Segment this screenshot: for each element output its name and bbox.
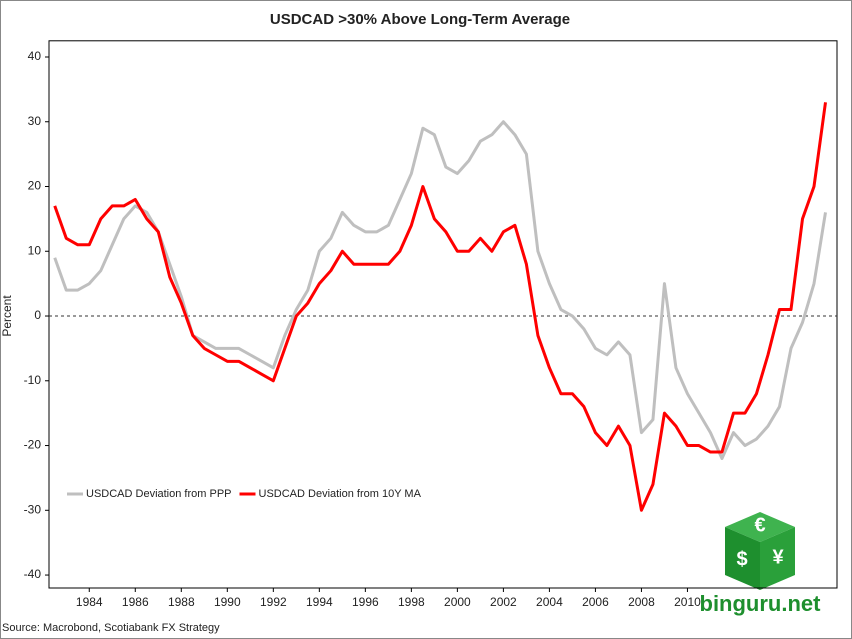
logo-symbol: $ — [736, 548, 747, 570]
x-tick-label: 2002 — [490, 595, 517, 609]
x-tick-label: 1998 — [398, 595, 425, 609]
y-tick-label: -20 — [24, 438, 42, 452]
y-tick-label: -30 — [24, 502, 42, 516]
logo-cube-right — [760, 527, 795, 590]
chart-title: USDCAD >30% Above Long-Term Average — [270, 11, 570, 28]
x-tick-label: 2008 — [628, 595, 655, 609]
logo-symbol: € — [754, 514, 765, 536]
x-tick-label: 1994 — [306, 595, 333, 609]
legend-label: USDCAD Deviation from 10Y MA — [259, 488, 422, 500]
logo-text: binguru.net — [700, 591, 822, 616]
x-tick-label: 1984 — [76, 595, 103, 609]
x-tick-label: 2004 — [536, 595, 563, 609]
source: Source: Macrobond, Scotiabank FX Strateg… — [2, 622, 220, 634]
legend-label: USDCAD Deviation from PPP — [86, 488, 232, 500]
x-tick-label: 1986 — [122, 595, 149, 609]
x-tick-label: 1988 — [168, 595, 195, 609]
logo: € $ ¥ binguru.net — [700, 512, 822, 616]
logo-symbol: ¥ — [772, 546, 784, 568]
x-tick-label: 1990 — [214, 595, 241, 609]
y-tick-label: 10 — [28, 243, 42, 257]
x-tick-label: 1992 — [260, 595, 287, 609]
x-tick-label: 1996 — [352, 595, 379, 609]
y-axis-label: Percent — [0, 295, 14, 337]
logo-cube-left — [725, 527, 760, 590]
y-tick-label: 40 — [28, 49, 42, 63]
y-tick-label: 30 — [28, 114, 42, 128]
y-tick-label: 20 — [28, 179, 42, 193]
y-tick-label: -40 — [24, 567, 42, 581]
series-line — [53, 120, 827, 460]
series-line — [53, 102, 827, 512]
x-tick-label: 2000 — [444, 595, 471, 609]
plot-frame — [48, 40, 838, 589]
x-tick-label: 2010 — [674, 595, 701, 609]
y-tick-label: -10 — [24, 373, 42, 387]
x-tick-label: 2006 — [582, 595, 609, 609]
y-tick-label: 0 — [34, 308, 41, 322]
